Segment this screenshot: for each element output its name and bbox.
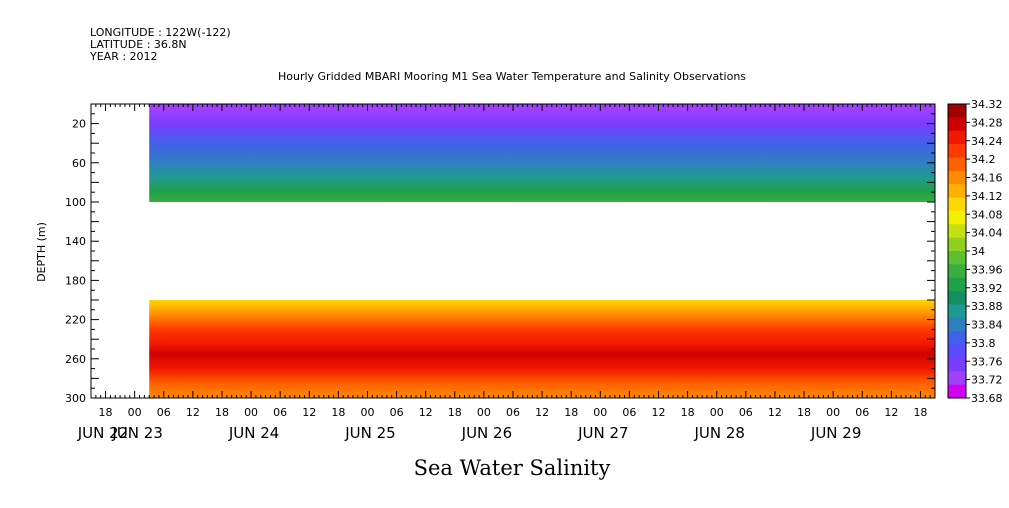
- x-hour-label: 12: [768, 406, 782, 419]
- x-hour-label: 06: [855, 406, 869, 419]
- colorbar-label: 34.04: [971, 227, 1003, 240]
- x-hour-label: 12: [652, 406, 666, 419]
- x-hour-label: 18: [99, 406, 113, 419]
- colorbar-label: 34.12: [971, 190, 1003, 203]
- colorbar-label: 33.8: [971, 337, 996, 350]
- colorbar-label: 33.76: [971, 355, 1003, 368]
- x-hour-label: 00: [128, 406, 142, 419]
- colorbar-swatch: [948, 117, 966, 132]
- plot-area: [90, 103, 936, 399]
- x-hour-label: 00: [710, 406, 724, 419]
- x-hour-label: 18: [681, 406, 695, 419]
- colorbar-swatch: [948, 144, 966, 158]
- y-tick-label: 20: [72, 118, 86, 131]
- colorbar-swatch: [948, 264, 966, 279]
- colorbar-swatch: [948, 237, 966, 252]
- y-tick-label: 260: [65, 353, 86, 366]
- colorbar: 34.32 34.28 34.24 34.2 34.16 34.12 34.08 34.04 3…: [947, 98, 1003, 405]
- x-hour-label: 00: [477, 406, 491, 419]
- x-day-label: JUN 24: [228, 424, 279, 442]
- colorbar-swatch: [948, 170, 966, 185]
- x-hour-label: 18: [564, 406, 578, 419]
- colorbar-swatch: [948, 224, 966, 239]
- colorbar-swatch: [948, 357, 966, 372]
- colorbar-swatch: [948, 317, 966, 332]
- colorbar-swatch: [948, 197, 966, 212]
- colorbar-label: 34.24: [971, 135, 1003, 148]
- colorbar-swatch: [948, 104, 966, 118]
- colorbar-swatch: [948, 371, 966, 386]
- x-day-label: JUN 26: [461, 424, 512, 442]
- longitude-label: LONGITUDE : 122W(-122): [90, 26, 231, 39]
- colorbar-label: 34.32: [971, 98, 1003, 111]
- x-day-label: JUN 29: [810, 424, 861, 442]
- x-hour-label: 00: [360, 406, 374, 419]
- colorbar-swatch: [948, 130, 966, 145]
- colorbar-swatch: [948, 331, 966, 346]
- x-hour-label: 00: [593, 406, 607, 419]
- colorbar-label: 34: [971, 245, 985, 258]
- x-day-label: JUN 28: [693, 424, 744, 442]
- x-hour-label: 00: [826, 406, 840, 419]
- x-hour-label: 12: [186, 406, 200, 419]
- colorbar-swatch: [948, 304, 966, 319]
- salinity-layer-0: [149, 104, 935, 202]
- colorbar-label: 33.68: [971, 392, 1003, 405]
- x-hour-label: 18: [331, 406, 345, 419]
- colorbar-label: 34.08: [971, 208, 1003, 221]
- colorbar-swatch: [948, 251, 966, 265]
- x-day-label: JUN 23: [111, 424, 162, 442]
- x-hour-label: 00: [244, 406, 258, 419]
- colorbar-label: 33.88: [971, 300, 1003, 313]
- x-hour-label: 18: [913, 406, 927, 419]
- colorbar-swatch: [948, 184, 966, 199]
- y-axis-label: DEPTH (m): [35, 222, 48, 282]
- y-tick-label: 180: [65, 274, 86, 287]
- salinity-layer-1: [149, 300, 935, 398]
- x-day-label: JUN 22: [77, 424, 128, 442]
- y-axis: 20 60 100 140 180 220 260 300: [65, 103, 935, 405]
- chart-subtitle: Sea Water Salinity: [414, 456, 611, 480]
- y-tick-label: 220: [65, 314, 86, 327]
- latitude-label: LATITUDE : 36.8N: [90, 38, 187, 51]
- colorbar-label: 34.16: [971, 172, 1003, 185]
- x-hour-label: 12: [884, 406, 898, 419]
- chart-title: Hourly Gridded MBARI Mooring M1 Sea Wate…: [278, 70, 746, 83]
- x-hour-label: 12: [302, 406, 316, 419]
- y-tick-label: 300: [65, 392, 86, 405]
- colorbar-swatch: [948, 344, 966, 359]
- x-hour-label: 18: [797, 406, 811, 419]
- colorbar-label: 34.28: [971, 116, 1003, 129]
- colorbar-swatch: [948, 384, 966, 399]
- colorbar-swatch: [948, 210, 966, 225]
- x-hour-label: 12: [419, 406, 433, 419]
- colorbar-swatch: [948, 291, 966, 305]
- x-hour-label: 18: [448, 406, 462, 419]
- colorbar-label: 33.84: [971, 319, 1003, 332]
- colorbar-swatch: [948, 277, 966, 292]
- x-day-label: JUN 25: [344, 424, 395, 442]
- colorbar-label: 34.2: [971, 153, 996, 166]
- colorbar-swatch: [948, 157, 966, 172]
- x-axis: 18 00 06 12 18 00 06 12 18 00 06 12 18 00 06 12 18 00 06 12…: [77, 104, 936, 442]
- x-hour-label: 06: [506, 406, 520, 419]
- colorbar-label: 33.96: [971, 263, 1003, 276]
- year-label: YEAR : 2012: [89, 50, 158, 63]
- x-hour-label: 06: [157, 406, 171, 419]
- colorbar-label: 33.92: [971, 282, 1003, 295]
- y-tick-label: 100: [65, 196, 86, 209]
- x-hour-label: 06: [390, 406, 404, 419]
- x-hour-label: 18: [215, 406, 229, 419]
- y-tick-label: 60: [72, 157, 86, 170]
- y-tick-label: 140: [65, 235, 86, 248]
- x-hour-label: 06: [739, 406, 753, 419]
- colorbar-label: 33.72: [971, 374, 1003, 387]
- x-hour-label: 06: [622, 406, 636, 419]
- x-hour-label: 12: [535, 406, 549, 419]
- x-hour-label: 06: [273, 406, 287, 419]
- x-day-label: JUN 27: [577, 424, 628, 442]
